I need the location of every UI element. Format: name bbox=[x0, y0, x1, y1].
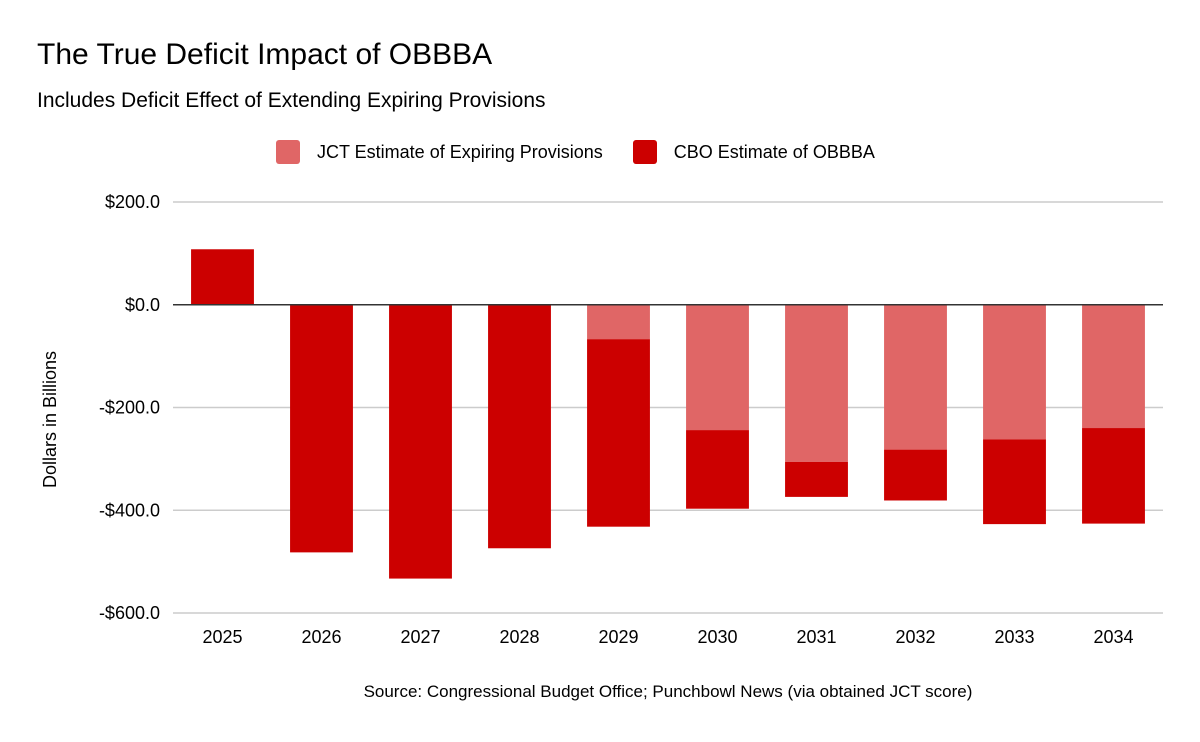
x-tick-label: 2026 bbox=[301, 627, 341, 647]
y-axis-title: Dollars in Billions bbox=[40, 351, 60, 488]
bar-jct bbox=[884, 304, 947, 450]
bar-jct bbox=[587, 304, 650, 340]
legend-item-jct: JCT Estimate of Expiring Provisions bbox=[276, 140, 603, 164]
x-tick-label: 2027 bbox=[400, 627, 440, 647]
bar-jct bbox=[686, 304, 749, 431]
bar-cbo bbox=[1082, 428, 1145, 524]
y-tick-label: $0.0 bbox=[125, 295, 160, 315]
legend: JCT Estimate of Expiring Provisions CBO … bbox=[276, 140, 905, 164]
x-tick-label: 2029 bbox=[598, 627, 638, 647]
bar-cbo bbox=[884, 449, 947, 501]
x-tick-label: 2025 bbox=[202, 627, 242, 647]
bar-jct bbox=[983, 304, 1046, 440]
chart-subtitle: Includes Deficit Effect of Extending Exp… bbox=[37, 89, 546, 112]
bar-cbo bbox=[983, 439, 1046, 525]
source-note: Source: Congressional Budget Office; Pun… bbox=[363, 682, 973, 701]
y-tick-label: $200.0 bbox=[105, 192, 160, 212]
bar-cbo bbox=[191, 249, 254, 305]
x-tick-label: 2032 bbox=[895, 627, 935, 647]
bar-cbo bbox=[488, 304, 551, 549]
bar-cbo bbox=[587, 339, 650, 527]
legend-label-jct: JCT Estimate of Expiring Provisions bbox=[317, 141, 603, 162]
x-tick-label: 2034 bbox=[1093, 627, 1133, 647]
chart-title: The True Deficit Impact of OBBBA bbox=[37, 38, 493, 71]
x-tick-label: 2028 bbox=[499, 627, 539, 647]
legend-swatch-cbo bbox=[632, 140, 657, 164]
legend-swatch-jct bbox=[276, 140, 300, 164]
bar-cbo bbox=[389, 304, 452, 579]
bar-cbo bbox=[785, 461, 848, 497]
y-tick-label: -$600.0 bbox=[99, 603, 160, 623]
bar-jct bbox=[1082, 304, 1145, 429]
bar-cbo bbox=[290, 304, 353, 553]
y-tick-label: -$200.0 bbox=[99, 398, 160, 418]
x-tick-label: 2033 bbox=[994, 627, 1034, 647]
legend-item-cbo: CBO Estimate of OBBBA bbox=[632, 140, 875, 164]
bar-cbo bbox=[686, 430, 749, 509]
legend-label-cbo: CBO Estimate of OBBBA bbox=[673, 141, 875, 162]
x-tick-label: 2030 bbox=[697, 627, 737, 647]
bar-jct bbox=[785, 304, 848, 462]
y-tick-label: -$400.0 bbox=[99, 500, 160, 520]
x-tick-label: 2031 bbox=[796, 627, 836, 647]
